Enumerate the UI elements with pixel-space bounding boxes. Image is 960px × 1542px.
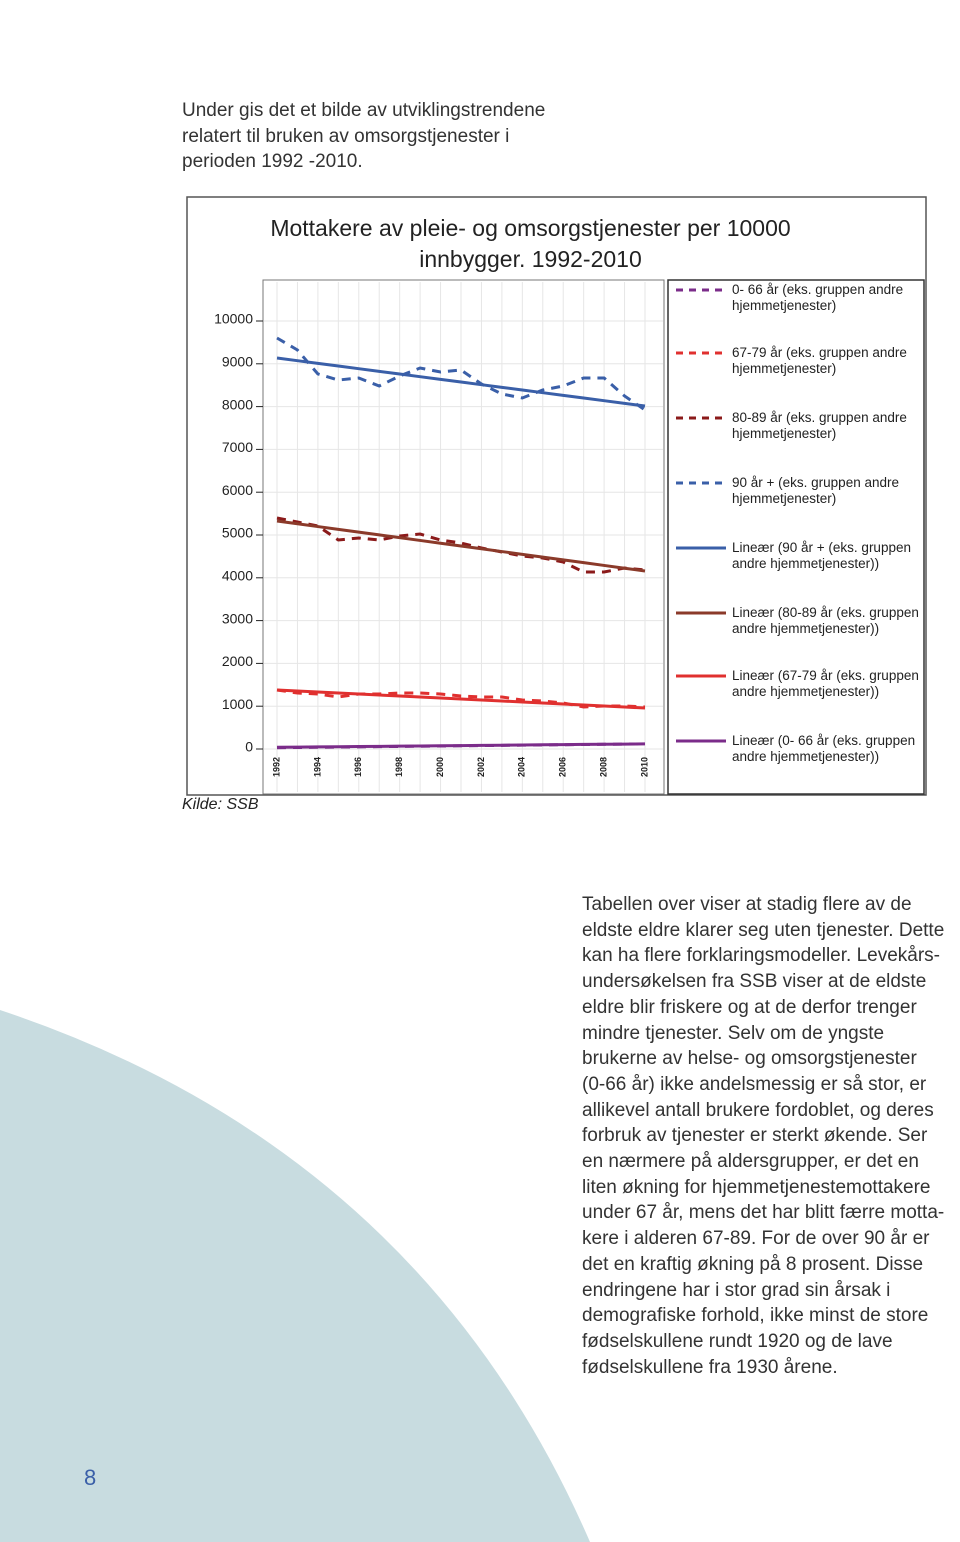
- x-tick-label: 2006: [558, 757, 568, 777]
- legend-swatch: [676, 611, 726, 615]
- x-tick-label: 2002: [476, 757, 486, 777]
- trend-line: [276, 519, 646, 573]
- x-tick-label: 2010: [639, 757, 649, 777]
- text-line: fødselskullene rundt 1920 og de lave: [582, 1330, 893, 1352]
- text-line: endringene har i stor grad sin årsak i: [582, 1279, 891, 1301]
- legend-label: 0- 66 år (eks. gruppen andre hjemmetjene…: [732, 282, 904, 313]
- text-line: eldste eldre klarer seg uten tjenester. …: [582, 919, 945, 941]
- chart-title: Mottakere av pleie- og omsorgstjenester …: [270, 215, 791, 272]
- legend-swatch: [676, 351, 726, 355]
- legend-item: Lineær (67-79 år (eks. gruppen andre hje…: [672, 668, 922, 700]
- y-tick-label: 0: [245, 739, 253, 755]
- legend-label: 80-89 år (eks. gruppen andre hjemmetjene…: [732, 410, 907, 441]
- text-line: eldre blir friskere og at de derfor tren…: [582, 996, 917, 1018]
- y-tick-label: 10000: [214, 311, 253, 327]
- legend-label: Lineær (80-89 år (eks. gruppen andre hje…: [732, 605, 919, 636]
- body-text: Tabellen over viser at stadig flere av d…: [582, 892, 944, 1380]
- x-tick-label: 2008: [598, 757, 608, 777]
- legend-swatch: [676, 674, 726, 678]
- legend-item: 0- 66 år (eks. gruppen andre hjemmetjene…: [672, 282, 922, 314]
- legend-item: Lineær (80-89 år (eks. gruppen andre hje…: [672, 605, 922, 637]
- x-tick-label: 2004: [517, 757, 527, 777]
- x-tick-label: 1992: [271, 757, 281, 777]
- y-tick-label: 2000: [222, 653, 253, 669]
- text-line: forbruk av tjenester er sterkt økende. S…: [582, 1125, 928, 1147]
- text-line: kan ha flere forklaringsmodeller. Levekå…: [582, 945, 941, 967]
- legend-item: Lineær (90 år + (eks. gruppen andre hjem…: [672, 540, 922, 572]
- y-tick-label: 7000: [222, 439, 253, 455]
- y-tick-label: 1000: [222, 696, 253, 712]
- trend-line: [276, 688, 646, 710]
- text-line: mindre tjenester. Selv om de yngste: [582, 1022, 885, 1044]
- trend-line: [276, 356, 646, 408]
- legend-label: Lineær (0- 66 år (eks. gruppen andre hje…: [732, 733, 916, 764]
- legend-swatch: [676, 546, 726, 550]
- text-line: undersøkelsen fra SSB viser at de eldste: [582, 971, 927, 993]
- page-number: 8: [84, 1465, 97, 1490]
- text-line: det en kraftig økning på 8 prosent. Diss…: [582, 1253, 924, 1275]
- text-line: en nærmere på aldersgrupper, er det en: [582, 1151, 919, 1173]
- legend-item: Lineær (0- 66 år (eks. gruppen andre hje…: [672, 733, 922, 765]
- data-line: [276, 336, 646, 412]
- x-tick-label: 1998: [394, 757, 404, 777]
- data-line: [276, 516, 646, 574]
- text-line: demografiske forhold, ikke minst de stor…: [582, 1305, 929, 1327]
- text-line: perioden 1992 -2010.: [182, 151, 363, 173]
- text-line: Under gis det et bilde av utviklingstren…: [182, 100, 546, 121]
- text-line: brukerne av helse- og omsorgstjenester: [582, 1048, 917, 1070]
- legend-label: 90 år + (eks. gruppen andre hjemmetjenes…: [732, 475, 899, 506]
- y-tick-label: 9000: [222, 354, 253, 370]
- legend-label: 67-79 år (eks. gruppen andre hjemmetjene…: [732, 345, 907, 376]
- text-line: (0-66 år) ikke andelsmessig er så stor, …: [582, 1073, 927, 1095]
- intro: Under gis det et bilde av utviklingstren…: [182, 98, 545, 175]
- text-line: kere i alderen 67-89. For de over 90 år …: [582, 1228, 930, 1250]
- source: Kilde: SSB: [182, 796, 259, 813]
- legend-item: 67-79 år (eks. gruppen andre hjemmetjene…: [672, 345, 922, 377]
- legend-item: 90 år + (eks. gruppen andre hjemmetjenes…: [672, 475, 922, 507]
- x-tick-label: 1996: [353, 757, 363, 777]
- legend-swatch: [676, 416, 726, 420]
- legend-label: Lineær (67-79 år (eks. gruppen andre hje…: [732, 668, 919, 699]
- x-tick-label: 1994: [312, 757, 322, 777]
- legend-swatch: [676, 481, 726, 485]
- legend-swatch: [676, 739, 726, 743]
- y-tick-label: 3000: [222, 610, 253, 626]
- y-tick-label: 8000: [222, 396, 253, 412]
- y-tick-label: 6000: [222, 482, 253, 498]
- text-line: allikevel antall brukere fordoblet, og d…: [582, 1099, 934, 1121]
- text-line: Tabellen over viser at stadig flere av d…: [582, 894, 912, 915]
- x-tick-label: 2000: [435, 757, 445, 777]
- chart: 0 1000 2000 3000 4000 5000 6000 7000 8000 9000 100…: [186, 196, 927, 796]
- trend-line: [276, 742, 646, 749]
- text-line: under 67 år, mens det har blitt færre mo…: [582, 1202, 945, 1224]
- data-line: [276, 688, 646, 709]
- legend-swatch: [676, 288, 726, 292]
- y-tick-label: 4000: [222, 568, 253, 584]
- text-line: liten økning for hjemmetjenestemottakere: [582, 1176, 931, 1198]
- text-line: relatert til bruken av omsorgstjenester …: [182, 125, 510, 147]
- legend-item: 80-89 år (eks. gruppen andre hjemmetjene…: [672, 410, 922, 442]
- legend-label: Lineær (90 år + (eks. gruppen andre hjem…: [732, 540, 911, 571]
- text-line: fødselskullene fra 1930 årene.: [582, 1356, 838, 1378]
- y-tick-label: 5000: [222, 525, 253, 541]
